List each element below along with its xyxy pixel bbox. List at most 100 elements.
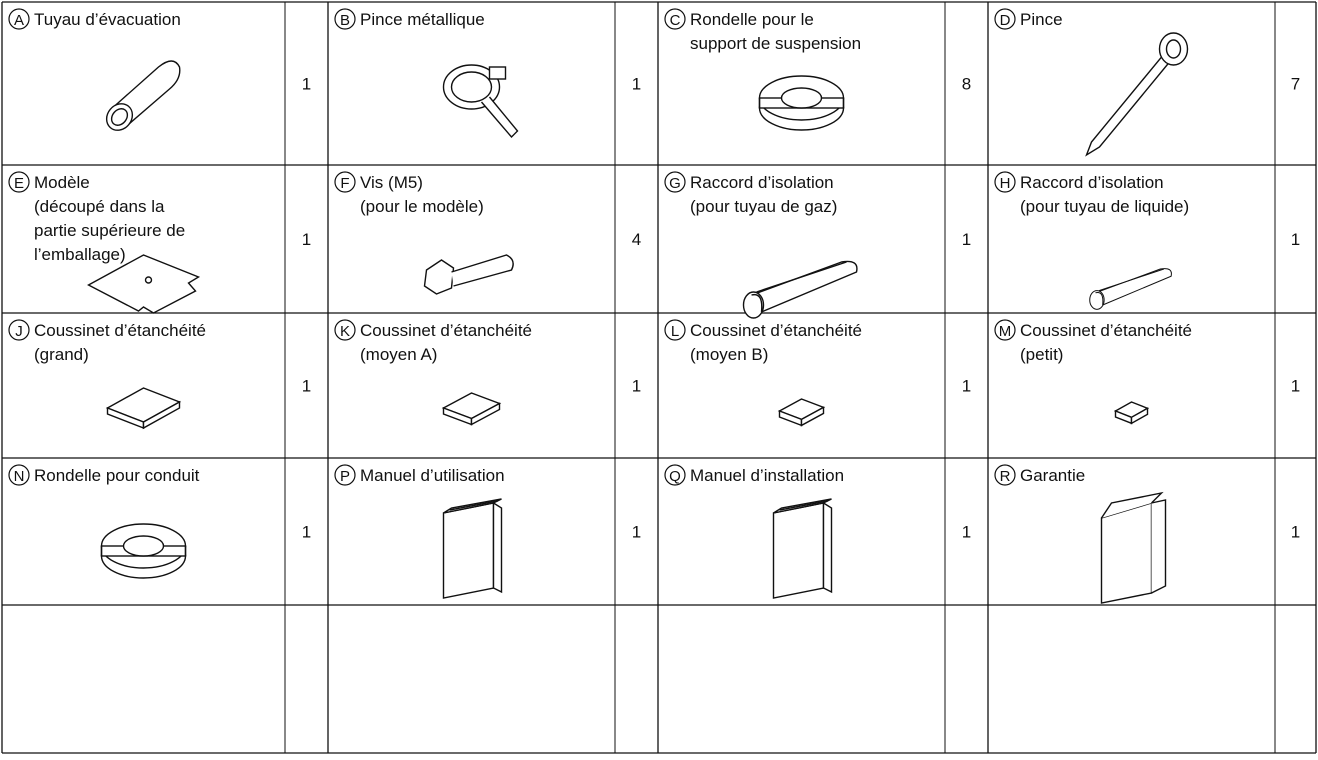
- letter-circle: [8, 171, 30, 193]
- item-label: Coussinet d’étanchéité: [360, 321, 532, 340]
- item-quantity: 7: [1291, 75, 1300, 94]
- item-letter: Q: [669, 468, 681, 485]
- item-quantity: 1: [962, 377, 971, 396]
- item-label: (petit): [1020, 345, 1063, 364]
- illustration-part: [779, 500, 828, 511]
- illustration-part: [1100, 502, 1153, 604]
- item-letter: F: [340, 175, 349, 192]
- illustration-part: [746, 260, 858, 313]
- item-letter: A: [14, 12, 24, 29]
- illustration-part: [1091, 268, 1172, 306]
- accessory-item: N Rondelle pour conduit 1: [8, 464, 311, 579]
- item-illustration: [442, 498, 503, 599]
- item-quantity: 1: [632, 75, 641, 94]
- item-label: (moyen A): [360, 345, 437, 364]
- item-illustration: [1089, 268, 1172, 310]
- item-label: (pour le modèle): [360, 197, 484, 216]
- item-letter: H: [1000, 175, 1011, 192]
- item-illustration: [441, 392, 502, 426]
- item-quantity: 1: [1291, 523, 1300, 542]
- item-illustration: [1100, 491, 1167, 604]
- item-label: support de suspension: [690, 34, 861, 53]
- item-label: (pour tuyau de liquide): [1020, 197, 1189, 216]
- item-letter: L: [671, 323, 679, 340]
- illustration-part: [822, 501, 833, 594]
- item-letter: G: [669, 175, 681, 192]
- illustration-part: [470, 402, 501, 426]
- item-letter: R: [1000, 468, 1011, 485]
- item-letter: C: [670, 12, 681, 29]
- letter-circle: [994, 319, 1016, 341]
- illustration-part: [1098, 268, 1165, 292]
- item-label: Coussinet d’étanchéité: [34, 321, 206, 340]
- item-label: Rondelle pour conduit: [34, 466, 200, 485]
- accessory-item: A Tuyau d’évacuation 1: [8, 8, 311, 131]
- illustration-part: [751, 293, 763, 313]
- letter-circle: [334, 171, 356, 193]
- illustration-part: [1085, 56, 1171, 157]
- letter-circle: [994, 464, 1016, 486]
- letter-circle: [664, 8, 686, 30]
- item-label: Rondelle pour le: [690, 10, 814, 29]
- illustration-part: [1151, 499, 1167, 594]
- item-label: (pour tuyau de gaz): [690, 197, 837, 216]
- item-label: Raccord d’isolation: [1020, 173, 1164, 192]
- item-letter: J: [15, 323, 23, 340]
- illustration-part: [772, 502, 825, 599]
- illustration-part: [492, 501, 503, 594]
- illustration-part: [1130, 407, 1149, 425]
- accessory-item: R Garantie 1: [994, 464, 1300, 604]
- item-illustration: [1113, 401, 1150, 425]
- item-illustration: [758, 75, 845, 131]
- accessory-item: F Vis (M5) (pour le modèle) 4: [334, 171, 641, 295]
- accessory-item: H Raccord d’isolation (pour tuyau de liqui…: [994, 171, 1300, 310]
- item-label: Manuel d’installation: [690, 466, 844, 485]
- item-label: Vis (M5): [360, 173, 423, 192]
- illustration-part: [756, 261, 847, 293]
- item-quantity: 1: [632, 523, 641, 542]
- illustration-part: [122, 535, 165, 557]
- item-quantity: 1: [1291, 377, 1300, 396]
- item-quantity: 8: [962, 75, 971, 94]
- illustration-part: [800, 406, 825, 427]
- item-illustration: [87, 254, 201, 314]
- item-illustration: [100, 523, 187, 579]
- item-label: Pince: [1020, 10, 1063, 29]
- item-label: Coussinet d’étanchéité: [1020, 321, 1192, 340]
- item-quantity: 1: [632, 377, 641, 396]
- item-illustration: [105, 60, 181, 131]
- illustration-part: [1095, 291, 1104, 306]
- illustration-part: [1100, 491, 1164, 519]
- letter-circle: [334, 319, 356, 341]
- illustration-part: [450, 71, 493, 103]
- item-label: (grand): [34, 345, 89, 364]
- item-letter: N: [14, 468, 25, 485]
- item-illustration: [423, 254, 514, 295]
- accessory-item: C Rondelle pour le support de suspension 8: [664, 8, 971, 131]
- letter-circle: [994, 171, 1016, 193]
- item-quantity: 1: [302, 523, 311, 542]
- item-quantity: 4: [632, 230, 641, 249]
- illustration-part: [480, 96, 519, 139]
- item-letter: D: [1000, 12, 1011, 29]
- accessory-item: B Pince métallique 1: [334, 8, 641, 139]
- item-quantity: 1: [302, 377, 311, 396]
- item-illustration: [742, 260, 858, 319]
- illustration-part: [142, 400, 181, 430]
- item-illustration: [442, 64, 519, 139]
- item-label: (découpé dans la: [34, 197, 165, 216]
- item-label: Tuyau d’évacuation: [34, 10, 181, 29]
- illustration-part: [110, 108, 129, 126]
- letter-circle: [334, 8, 356, 30]
- item-label: Coussinet d’étanchéité: [690, 321, 862, 340]
- item-label: partie supérieure de: [34, 221, 185, 240]
- accessory-item: D Pince 7: [994, 8, 1300, 157]
- accessory-item: G Raccord d’isolation (pour tuyau de gaz) 1: [664, 171, 971, 319]
- item-label: Manuel d’utilisation: [360, 466, 505, 485]
- accessory-item: E Modèle (découpé dans la partie supérieure…: [8, 171, 311, 314]
- item-label: Modèle: [34, 173, 90, 192]
- item-quantity: 1: [302, 230, 311, 249]
- illustration-part: [87, 254, 201, 314]
- item-illustration: [772, 498, 833, 599]
- illustration-part: [451, 254, 514, 287]
